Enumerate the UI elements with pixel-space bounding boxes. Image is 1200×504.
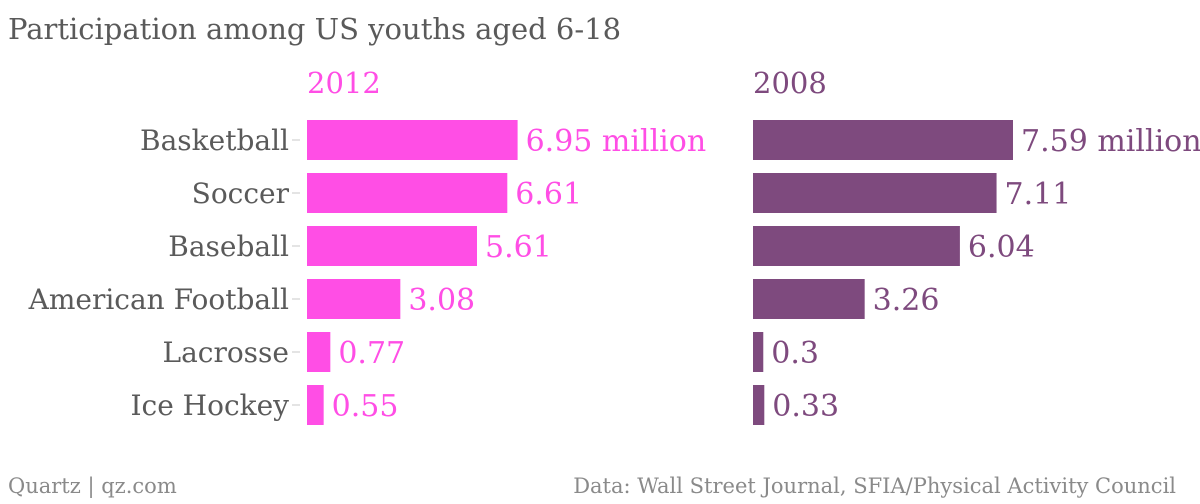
value-label-2008-soccer: 7.11 [1005, 177, 1072, 212]
value-label-2012-ice-hockey: 0.55 [332, 389, 399, 424]
bar-2012-ice-hockey [307, 385, 324, 425]
category-label-american-football: American Football [28, 283, 289, 316]
bar-2012-baseball [307, 226, 477, 266]
footer-source-credit: Quartz | qz.com [8, 474, 177, 498]
footer-data-source: Data: Wall Street Journal, SFIA/Physical… [573, 474, 1176, 498]
category-label-ice-hockey: Ice Hockey [130, 389, 289, 422]
bar-2012-basketball [307, 120, 518, 160]
bar-2012-soccer [307, 173, 508, 213]
bar-2008-american-football [753, 279, 865, 319]
bar-2008-soccer [753, 173, 997, 213]
value-label-2012-american-football: 3.08 [408, 283, 475, 318]
chart-title: Participation among US youths aged 6-18 [8, 12, 622, 46]
panel-title-2008: 2008 [753, 66, 827, 100]
value-label-2008-baseball: 6.04 [968, 230, 1035, 265]
category-label-soccer: Soccer [192, 177, 290, 210]
value-label-2008-lacrosse: 0.3 [771, 336, 819, 371]
bar-2012-american-football [307, 279, 401, 319]
value-label-2012-soccer: 6.61 [515, 177, 582, 212]
bar-2008-ice-hockey [753, 385, 765, 425]
value-label-2008-basketball: 7.59 million [1021, 124, 1200, 159]
value-label-2008-american-football: 3.26 [873, 283, 940, 318]
panel-title-2012: 2012 [307, 66, 381, 100]
value-label-2008-ice-hockey: 0.33 [772, 389, 839, 424]
bar-2008-basketball [753, 120, 1013, 160]
value-label-2012-lacrosse: 0.77 [338, 336, 405, 371]
bar-2012-lacrosse [307, 332, 331, 372]
bar-2008-lacrosse [753, 332, 764, 372]
category-label-basketball: Basketball [140, 124, 289, 157]
category-label-baseball: Baseball [168, 230, 289, 263]
chart-canvas: Basketball Soccer Baseball American Footbal… [28, 66, 1200, 425]
value-label-2012-basketball: 6.95 million [526, 124, 707, 159]
category-label-lacrosse: Lacrosse [162, 336, 289, 369]
bar-2008-baseball [753, 226, 960, 266]
value-label-2012-baseball: 5.61 [485, 230, 552, 265]
